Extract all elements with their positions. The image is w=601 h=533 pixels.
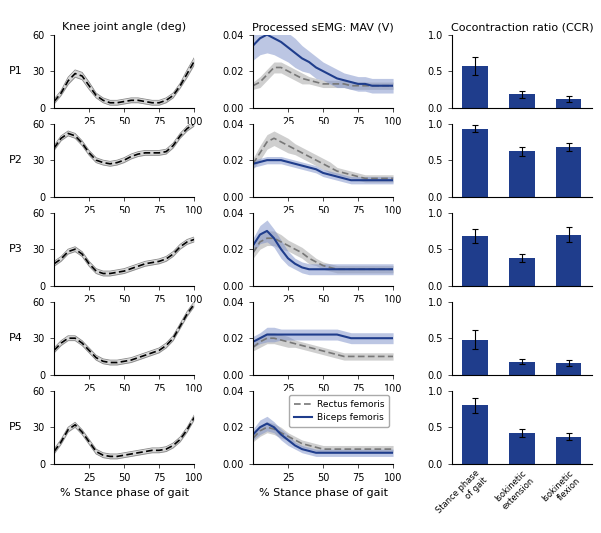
Bar	[462, 129, 488, 197]
Bar	[462, 236, 488, 286]
Title: Knee joint angle (deg): Knee joint angle (deg)	[62, 22, 186, 33]
Y-axis label: P4: P4	[9, 333, 23, 343]
Legend: Rectus femoris, Biceps femoris: Rectus femoris, Biceps femoris	[290, 395, 389, 427]
X-axis label: % Stance phase of gait: % Stance phase of gait	[59, 488, 189, 498]
Title: Cocontraction ratio (CCR): Cocontraction ratio (CCR)	[451, 22, 593, 33]
Bar	[556, 235, 582, 286]
Bar	[556, 147, 582, 197]
Bar	[509, 258, 535, 286]
Bar	[556, 437, 582, 464]
Y-axis label: P3: P3	[9, 244, 23, 254]
Bar	[509, 361, 535, 375]
Y-axis label: P5: P5	[9, 422, 23, 432]
Bar	[556, 99, 582, 108]
Y-axis label: P1: P1	[9, 66, 23, 76]
Bar	[509, 433, 535, 464]
X-axis label: % Stance phase of gait: % Stance phase of gait	[258, 488, 388, 498]
Bar	[556, 363, 582, 375]
Bar	[509, 94, 535, 108]
Title: Processed sEMG: MAV (V): Processed sEMG: MAV (V)	[252, 22, 394, 33]
Bar	[462, 405, 488, 464]
Bar	[462, 340, 488, 375]
Bar	[509, 151, 535, 197]
Y-axis label: P2: P2	[9, 155, 23, 165]
Bar	[462, 66, 488, 108]
